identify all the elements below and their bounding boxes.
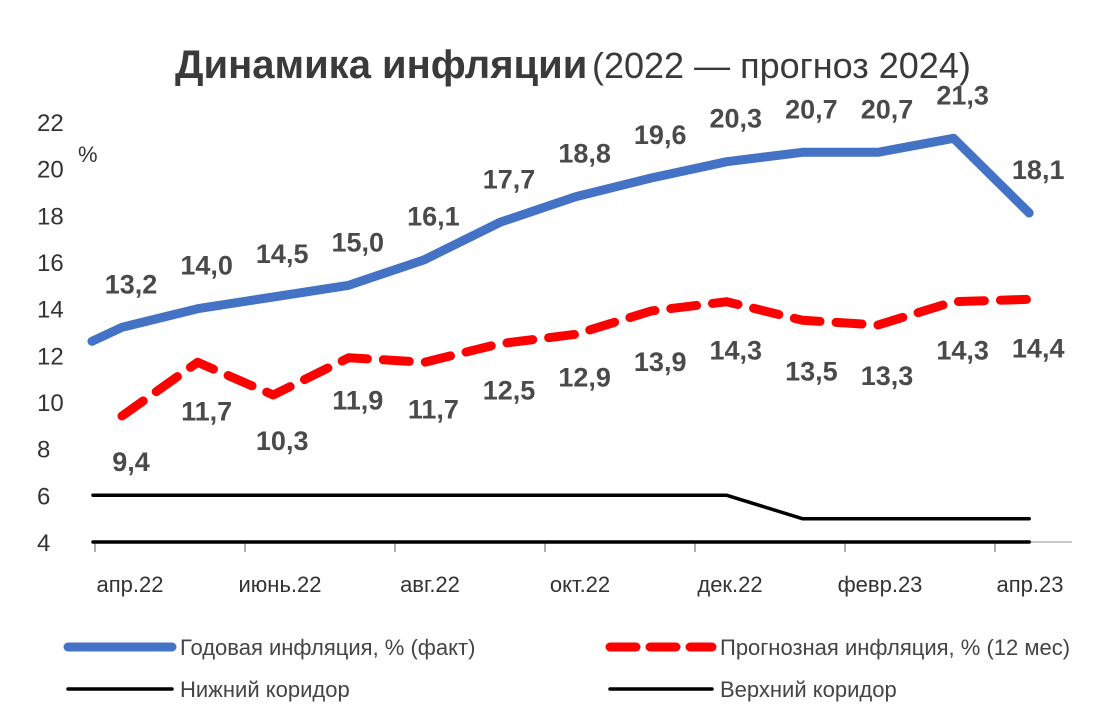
series-line-3 (91, 493, 1031, 521)
y-tick-label: 20 (37, 157, 64, 184)
x-tick-label: дек.22 (697, 572, 762, 597)
y-unit-label: % (78, 142, 98, 167)
data-label-forecast: 12,9 (558, 362, 611, 392)
plot-area: 4 6 8 10 12 14 16 18 20 22 апр.22 июнь.22 авг.22 окт.… (37, 80, 1072, 597)
x-tick-label: апр.23 (997, 572, 1064, 597)
data-label-forecast: 13,9 (634, 347, 687, 377)
data-label-forecast: 12,5 (483, 376, 536, 406)
data-label-forecast: 11,7 (408, 394, 459, 424)
data-label-actual: 14,5 (256, 239, 309, 269)
legend-label-2: Прогнозная инфляция, % (12 мес) (720, 635, 1070, 660)
data-label-actual: 18,1 (1012, 155, 1065, 185)
y-tick-label: 10 (37, 390, 64, 417)
data-label-actual: 16,1 (407, 202, 460, 232)
data-label-forecast: 11,9 (332, 386, 383, 416)
data-label-actual: 13,2 (105, 269, 158, 299)
y-tick-label: 14 (37, 297, 64, 324)
y-tick-label: 12 (37, 343, 64, 370)
data-label-forecast: 13,5 (785, 356, 838, 386)
y-tick-label: 6 (37, 483, 50, 510)
data-label-actual: 21,3 (936, 80, 989, 110)
data-label-forecast: 9,4 (112, 447, 150, 477)
data-label-forecast: 10,3 (256, 426, 309, 456)
data-label-actual: 17,7 (483, 164, 536, 194)
data-label-forecast: 14,3 (936, 336, 989, 366)
x-tick-label: июнь.22 (239, 572, 322, 597)
legend: Годовая инфляция, % (факт) Прогнозная инф… (63, 635, 1070, 702)
data-label-actual: 20,7 (861, 94, 914, 124)
x-tick-label: апр.22 (97, 572, 164, 597)
legend-label-4: Верхний коридор (720, 677, 897, 702)
data-label-forecast: 13,3 (861, 361, 914, 391)
y-tick-label: 22 (37, 110, 64, 137)
x-tick-label: окт.22 (550, 572, 610, 597)
data-label-actual: 15,0 (332, 227, 385, 257)
series-line-1 (87, 133, 1034, 346)
data-label-actual: 19,6 (634, 120, 687, 150)
legend-label-3: Нижний коридор (180, 677, 350, 702)
data-label-actual: 20,7 (785, 94, 838, 124)
series-line-2 (117, 294, 1034, 421)
data-label-actual: 18,8 (558, 139, 611, 169)
y-tick-label: 16 (37, 250, 64, 277)
x-tick-label: февр.23 (838, 572, 923, 597)
data-label-actual: 20,3 (710, 104, 763, 134)
y-tick-label: 18 (37, 203, 64, 230)
data-label-actual: 14,0 (180, 251, 233, 281)
legend-label-1: Годовая инфляция, % (факт) (180, 635, 475, 660)
data-label-forecast: 14,3 (710, 336, 763, 366)
chart-subtitle: (2022 — прогноз 2024) (592, 45, 971, 86)
chart-title: Динамика инфляции (175, 43, 587, 87)
y-tick-label: 4 (37, 530, 50, 557)
data-label-forecast: 11,7 (181, 396, 232, 426)
x-tick-label: авг.22 (400, 572, 460, 597)
y-tick-label: 8 (37, 437, 50, 464)
data-label-forecast: 14,4 (1012, 333, 1065, 363)
